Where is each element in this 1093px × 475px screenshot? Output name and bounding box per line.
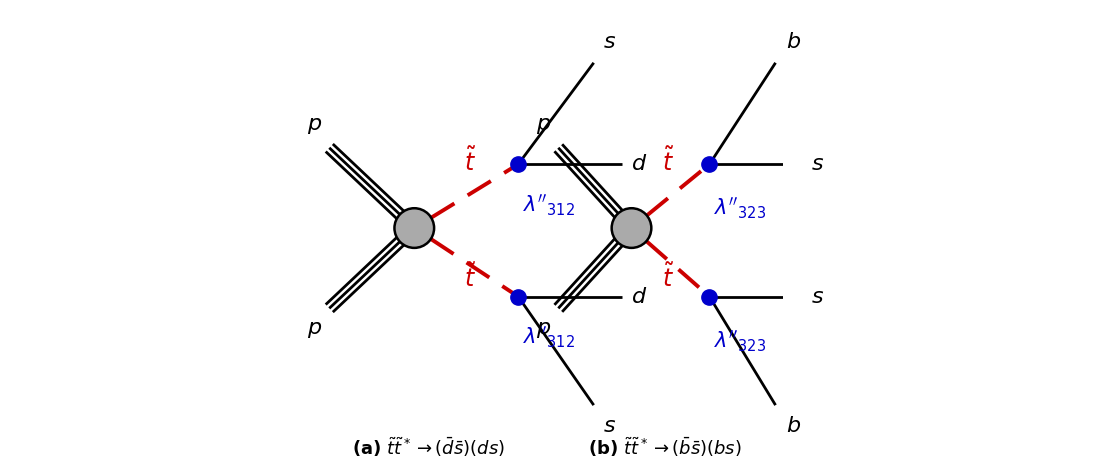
Text: $p$: $p$ xyxy=(536,320,551,340)
Text: $\lambda''_{323}$: $\lambda''_{323}$ xyxy=(714,195,766,220)
Text: b: b xyxy=(786,32,800,52)
Text: $\lambda''_{312}$: $\lambda''_{312}$ xyxy=(522,193,575,218)
Text: s: s xyxy=(604,32,615,52)
Text: s: s xyxy=(812,286,823,306)
Text: s: s xyxy=(604,416,615,436)
Text: b: b xyxy=(786,416,800,436)
Circle shape xyxy=(612,208,651,248)
Text: (b) $\tilde{t}\tilde{t}^* \rightarrow (\bar{b}\bar{s})(bs)$: (b) $\tilde{t}\tilde{t}^* \rightarrow (\… xyxy=(588,436,741,459)
Text: d: d xyxy=(633,286,647,306)
Circle shape xyxy=(395,208,434,248)
Text: (a) $\tilde{t}\tilde{t}^* \rightarrow (\bar{d}\bar{s})(ds)$: (a) $\tilde{t}\tilde{t}^* \rightarrow (\… xyxy=(352,436,505,459)
Text: $\tilde{t}$: $\tilde{t}$ xyxy=(463,264,475,292)
Text: $p$: $p$ xyxy=(307,116,322,136)
Text: $\tilde{t}$: $\tilde{t}$ xyxy=(662,264,674,292)
Text: s: s xyxy=(812,154,823,174)
Text: $\tilde{t}$: $\tilde{t}$ xyxy=(662,147,674,176)
Text: d: d xyxy=(633,154,647,174)
Text: $p$: $p$ xyxy=(536,116,551,136)
Text: $\lambda''_{312}$: $\lambda''_{312}$ xyxy=(522,325,575,351)
Text: $\tilde{t}$: $\tilde{t}$ xyxy=(463,147,475,176)
Text: $\lambda''_{323}$: $\lambda''_{323}$ xyxy=(714,328,766,354)
Text: $p$: $p$ xyxy=(307,320,322,340)
